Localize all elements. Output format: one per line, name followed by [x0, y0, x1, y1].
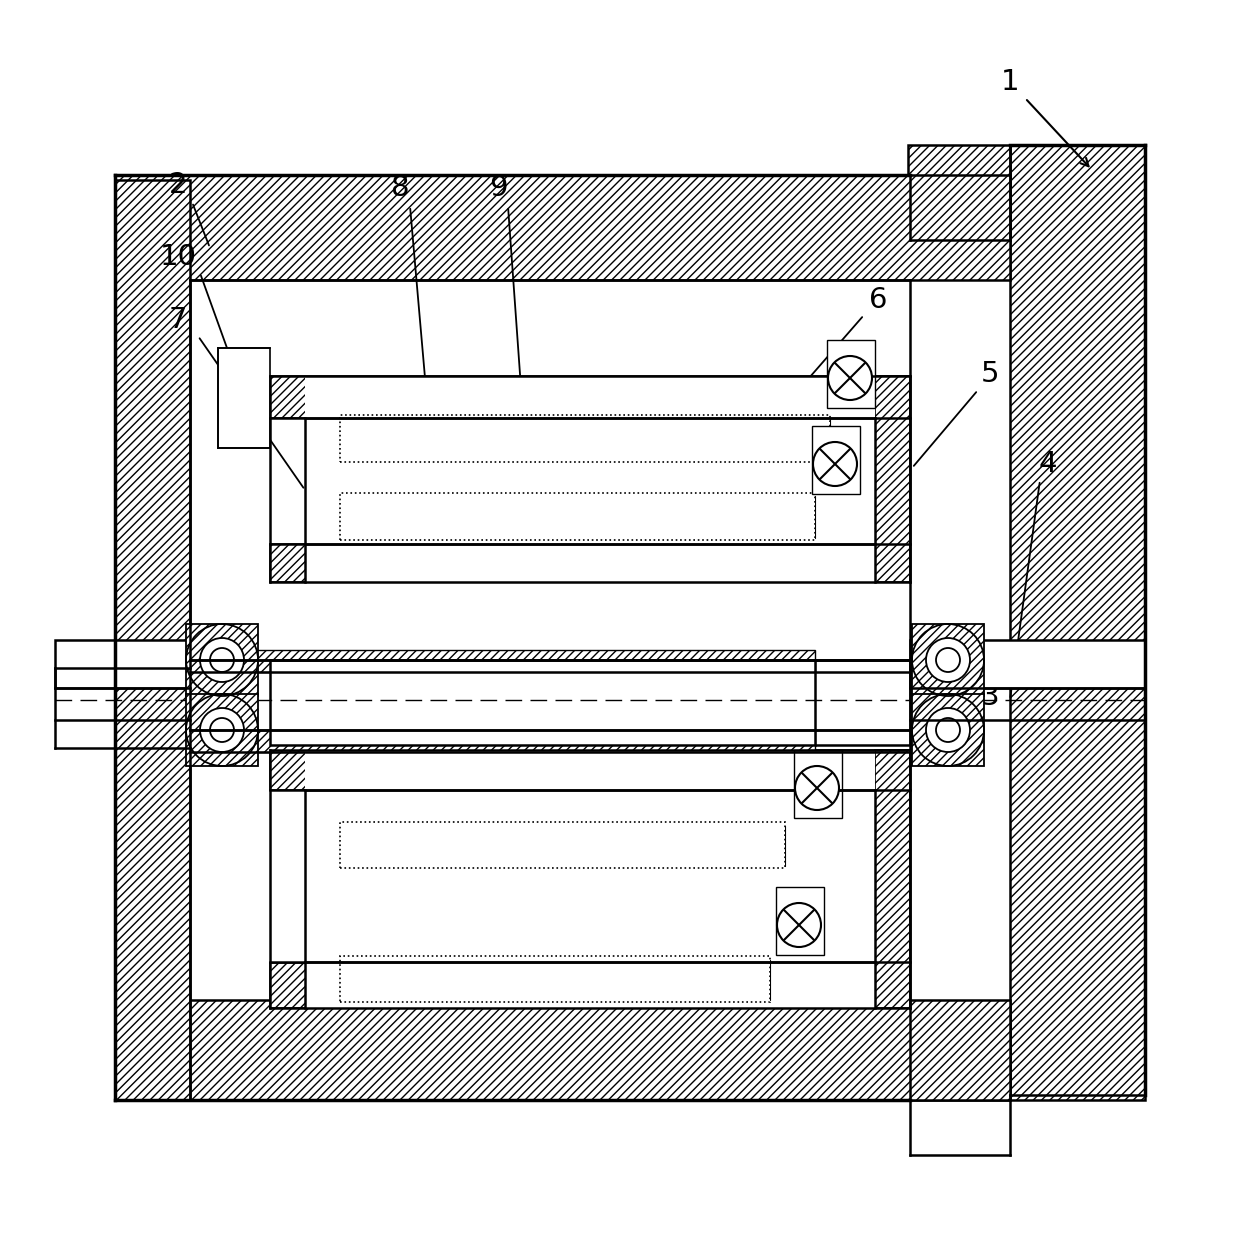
- Circle shape: [936, 647, 960, 672]
- Bar: [115, 1000, 1011, 1101]
- Circle shape: [200, 638, 244, 682]
- Bar: [218, 348, 270, 448]
- Bar: [875, 376, 910, 582]
- Text: 3: 3: [981, 683, 999, 711]
- Circle shape: [210, 718, 234, 742]
- Bar: [190, 280, 910, 660]
- Bar: [908, 1005, 1011, 1101]
- Bar: [270, 543, 910, 582]
- Circle shape: [210, 647, 234, 672]
- Bar: [340, 493, 815, 540]
- Bar: [190, 660, 910, 1101]
- Bar: [115, 180, 190, 1101]
- Circle shape: [200, 708, 244, 751]
- Text: 8: 8: [391, 175, 409, 202]
- Bar: [908, 145, 1011, 240]
- Bar: [340, 826, 785, 867]
- Circle shape: [828, 357, 872, 400]
- Bar: [875, 750, 910, 1008]
- Text: 10: 10: [160, 243, 196, 271]
- Text: 4: 4: [1039, 449, 1058, 478]
- Bar: [1011, 145, 1145, 1101]
- Circle shape: [926, 638, 970, 682]
- Bar: [305, 418, 875, 582]
- Bar: [305, 376, 875, 543]
- Circle shape: [813, 442, 857, 487]
- Bar: [270, 660, 815, 745]
- Bar: [911, 695, 985, 766]
- Bar: [827, 340, 875, 409]
- Circle shape: [936, 718, 960, 742]
- Bar: [812, 426, 861, 494]
- Bar: [794, 750, 842, 818]
- Circle shape: [777, 903, 821, 947]
- Bar: [340, 956, 770, 1002]
- Bar: [224, 650, 815, 672]
- Bar: [340, 496, 815, 539]
- Bar: [55, 640, 190, 688]
- Text: 7: 7: [169, 306, 187, 334]
- Bar: [305, 750, 875, 962]
- Bar: [340, 822, 785, 868]
- Bar: [340, 415, 830, 462]
- Text: 1: 1: [1001, 68, 1019, 97]
- Bar: [305, 790, 875, 1008]
- Text: 9: 9: [489, 175, 507, 202]
- Bar: [270, 750, 910, 790]
- Text: 2: 2: [169, 171, 187, 199]
- Text: 6: 6: [869, 286, 888, 314]
- Bar: [911, 624, 985, 696]
- Bar: [340, 959, 770, 1000]
- Text: 3: 3: [139, 650, 157, 678]
- Bar: [186, 624, 258, 696]
- Bar: [340, 418, 830, 461]
- Circle shape: [926, 708, 970, 751]
- Bar: [270, 376, 910, 418]
- Bar: [270, 963, 910, 1008]
- Text: 5: 5: [981, 360, 999, 387]
- Bar: [776, 886, 825, 954]
- Bar: [115, 175, 1011, 280]
- Bar: [910, 640, 1145, 688]
- Bar: [224, 730, 815, 751]
- Bar: [186, 695, 258, 766]
- Bar: [190, 660, 910, 745]
- Circle shape: [795, 766, 839, 810]
